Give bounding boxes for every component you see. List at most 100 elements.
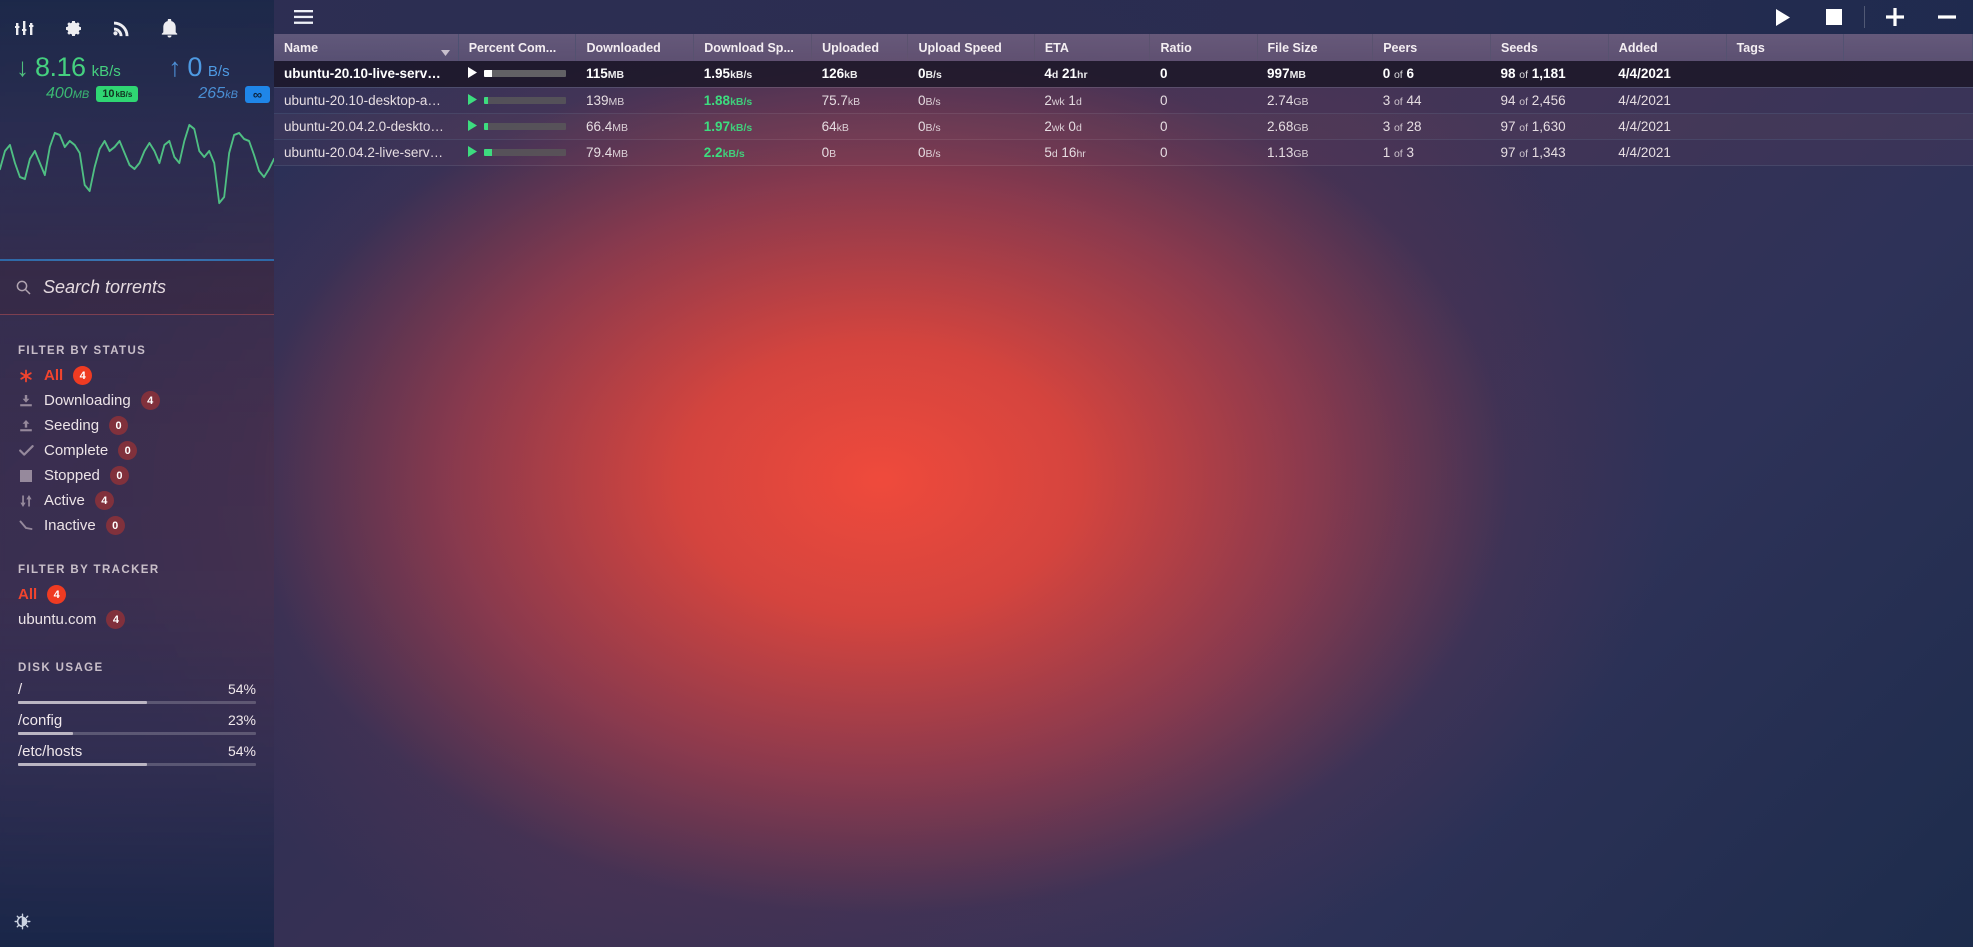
progress-bar	[484, 122, 566, 130]
status-filter-label: Seeding	[44, 417, 100, 434]
toolbar-actions	[1756, 0, 1973, 34]
row-play-icon[interactable]	[468, 66, 478, 81]
status-filter-count: 0	[109, 416, 129, 435]
asterisk-icon	[18, 369, 34, 383]
column-header-tags[interactable]: Tags	[1726, 34, 1845, 61]
column-header-blank[interactable]	[1843, 34, 1973, 61]
status-filter-complete[interactable]: Complete 0	[0, 438, 274, 463]
cell-eta: 5d 16hr	[1034, 139, 1150, 166]
download-limit-badge[interactable]: 10 kB/s	[96, 86, 139, 102]
status-filter-stopped[interactable]: Stopped 0	[0, 463, 274, 488]
cell-downloaded: 79.4MB	[575, 139, 694, 166]
cell-seeds: 97 of 1,343	[1490, 139, 1609, 166]
column-header-peers[interactable]: Peers	[1372, 34, 1491, 61]
start-torrent-button[interactable]	[1756, 0, 1808, 34]
status-filter-label: Inactive	[44, 517, 96, 534]
status-filter-active[interactable]: Active 4	[0, 488, 274, 513]
cell-uploaded: 75.7kB	[811, 87, 908, 114]
cell-blank	[1843, 61, 1973, 88]
table-row[interactable]: ubuntu-20.04.2-live-serve... 79.4MB 2.2kB/…	[274, 139, 1973, 166]
cell-file-size: 1.13GB	[1257, 139, 1373, 166]
table-row[interactable]: ubuntu-20.10-live-server-... 115MB 1.95kB/…	[274, 61, 1973, 88]
column-header-name[interactable]: Name	[274, 34, 459, 61]
status-filter-seeding[interactable]: Seeding 0	[0, 413, 274, 438]
cell-percent	[458, 87, 576, 114]
cell-name: ubuntu-20.10-desktop-am...	[274, 87, 459, 114]
tracker-filter-count: 4	[47, 585, 67, 604]
status-filter-inactive[interactable]: Inactive 0	[0, 513, 274, 538]
cell-upload-speed: 0B/s	[907, 87, 1035, 114]
torrent-table: Name Percent Com... Downloaded Download Sp.…	[274, 34, 1973, 166]
tracker-filter-ubuntu-com[interactable]: ubuntu.com 4	[0, 607, 274, 632]
cell-download-speed: 2.2kB/s	[693, 139, 812, 166]
download-total: 400MB	[46, 85, 90, 102]
equalizer-icon[interactable]	[14, 17, 36, 39]
upload-arrow-icon: ↑	[168, 52, 182, 82]
cell-uploaded: 0B	[811, 139, 908, 166]
status-filter-count: 4	[94, 491, 114, 510]
cell-ratio: 0	[1149, 113, 1258, 140]
column-header-uploaded[interactable]: Uploaded	[811, 34, 909, 61]
column-header-filesize[interactable]: File Size	[1257, 34, 1374, 61]
column-header-eta[interactable]: ETA	[1034, 34, 1151, 61]
sidebar-divider	[0, 259, 274, 261]
tracker-filter-title: FILTER BY TRACKER	[18, 564, 160, 576]
top-toolbar	[274, 0, 1973, 34]
search-input[interactable]	[43, 277, 258, 298]
cell-downloaded: 66.4MB	[575, 113, 694, 140]
row-play-icon[interactable]	[468, 93, 478, 108]
column-header-percent[interactable]: Percent Com...	[458, 34, 577, 61]
toolbar-separator	[1864, 6, 1865, 28]
progress-bar	[484, 148, 566, 156]
cell-upload-speed: 0B/s	[907, 61, 1035, 88]
hamburger-menu-icon[interactable]	[292, 6, 314, 28]
column-header-added[interactable]: Added	[1608, 34, 1727, 61]
cell-peers: 1 of 3	[1372, 139, 1491, 166]
status-filter-list: All 4 Downloading 4 Seeding 0 Complete 0 Stopped…	[0, 363, 274, 538]
cell-download-speed: 1.97kB/s	[693, 113, 812, 140]
disk-bar-fill	[18, 701, 147, 704]
column-header-ulspeed[interactable]: Upload Speed	[907, 34, 1035, 61]
row-play-icon[interactable]	[468, 119, 478, 134]
cell-blank	[1843, 113, 1973, 140]
cell-download-speed: 1.95kB/s	[693, 61, 812, 88]
upload-limit-badge[interactable]: ∞	[244, 85, 271, 103]
search-bar[interactable]	[0, 261, 274, 315]
cell-added: 4/4/2021	[1608, 113, 1727, 140]
check-icon	[18, 444, 34, 457]
tracker-filter-label: ubuntu.com	[18, 611, 97, 628]
cell-download-speed: 1.88kB/s	[693, 87, 812, 114]
column-header-ratio[interactable]: Ratio	[1149, 34, 1258, 61]
cell-upload-speed: 0B/s	[907, 139, 1035, 166]
column-header-downloaded[interactable]: Downloaded	[575, 34, 695, 61]
disk-usage-row: /etc/hosts 54%	[18, 743, 256, 766]
download-rate: 8.16	[35, 52, 86, 82]
cell-name: ubuntu-20.10-live-server-...	[274, 61, 459, 88]
row-play-icon[interactable]	[468, 145, 478, 160]
sidebar: ↓ 8.16 kB/s 400MB 10 kB/s ↑ 0 B/s 265kB ∞	[0, 0, 274, 947]
rss-icon[interactable]	[110, 17, 132, 39]
cell-tags	[1726, 87, 1844, 114]
bell-icon[interactable]	[158, 17, 180, 39]
gear-icon[interactable]	[62, 17, 84, 39]
column-header-dlspeed[interactable]: Download Sp...	[693, 34, 813, 61]
status-filter-downloading[interactable]: Downloading 4	[0, 388, 274, 413]
cell-upload-speed: 0B/s	[907, 113, 1035, 140]
brightness-contrast-icon[interactable]	[14, 913, 31, 935]
stop-torrent-button[interactable]	[1808, 0, 1860, 34]
status-filter-all[interactable]: All 4	[0, 363, 274, 388]
cell-blank	[1843, 87, 1973, 114]
status-filter-count: 0	[105, 516, 125, 535]
remove-torrent-button[interactable]	[1921, 0, 1973, 34]
disk-path: /etc/hosts	[18, 743, 83, 760]
tracker-filter-all[interactable]: All 4	[0, 582, 274, 607]
column-header-seeds[interactable]: Seeds	[1490, 34, 1609, 61]
cell-tags	[1726, 61, 1844, 88]
table-row[interactable]: ubuntu-20.10-desktop-am... 139MB 1.88kB/s 7…	[274, 87, 1973, 114]
table-row[interactable]: ubuntu-20.04.2.0-desktop... 66.4MB 1.97kB/…	[274, 113, 1973, 140]
add-torrent-button[interactable]	[1869, 0, 1921, 34]
table-header-row: Name Percent Com... Downloaded Download Sp.…	[274, 34, 1973, 61]
disk-bar-fill	[18, 763, 147, 766]
disk-percent: 54%	[227, 681, 256, 697]
upload-rate-unit: B/s	[207, 63, 230, 80]
